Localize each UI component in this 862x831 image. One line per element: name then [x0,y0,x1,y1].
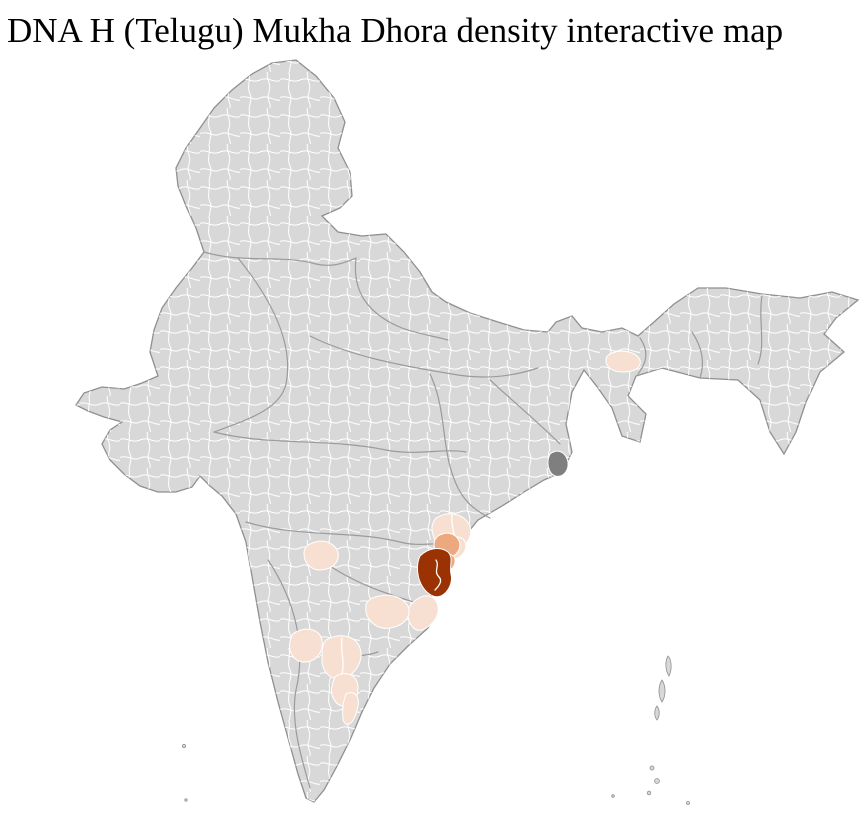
andaman-island [654,705,660,721]
state-borders [203,251,763,789]
district-density-low[interactable] [303,540,339,571]
small-island [611,794,615,798]
state-border-line [213,431,467,453]
district-density-low[interactable] [365,594,410,629]
district-density-low[interactable] [289,628,323,663]
state-border-line [354,257,449,341]
district-inner-border [340,637,344,677]
nicobar-island [649,765,655,771]
lakshadweep-island [181,744,186,749]
state-border-line [203,251,357,266]
nicobar-island [654,778,660,784]
andaman-island [665,655,672,677]
district-inner-border [434,559,442,591]
state-border-line [637,337,647,375]
state-border-line [489,379,561,445]
state-border-line [267,559,311,789]
state-border-line [309,335,539,378]
andaman-island [658,679,666,703]
nicobar-island [646,790,652,796]
islands [181,655,690,805]
state-border-line [757,295,763,365]
country [75,59,860,803]
state-border-line [429,373,491,519]
highlighted-districts [289,350,641,725]
page-title: DNA H (Telugu) Mukha Dhora density inter… [7,11,784,50]
district-density-max[interactable] [417,548,452,598]
small-island [184,798,188,802]
state-border-line [213,257,289,433]
small-island [686,801,690,805]
state-border-line [691,331,704,379]
state-border-line [329,565,421,605]
district-no-data[interactable] [547,450,569,477]
district-borders-grid [76,60,858,802]
district-density-low[interactable] [605,350,641,373]
district-density-low[interactable] [342,692,359,725]
